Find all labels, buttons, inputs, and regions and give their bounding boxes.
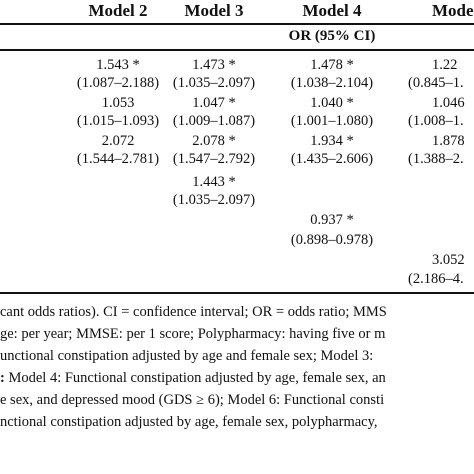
column-header-model-3: Model 3 <box>184 1 244 20</box>
ci-cell: (0.898–0.978) <box>290 232 374 248</box>
column-header-model-2: Model 2 <box>88 1 148 20</box>
ci-cell: (1.009–1.087) <box>172 113 256 129</box>
table-footnote: cant odds ratios). CI = confidence inter… <box>0 304 387 320</box>
table-footnote: e sex, and depressed mood (GDS ≥ 6); Mod… <box>0 392 385 408</box>
footnote-bold-marker: : <box>0 370 5 386</box>
subheader-rule <box>0 49 474 51</box>
or-cell: 1.046 <box>432 95 465 111</box>
ci-cell: (1.008–1. <box>408 113 464 129</box>
ci-cell: (1.087–2.188) <box>76 75 160 91</box>
header-rule <box>0 23 474 25</box>
or-cell: 1.478 * <box>310 57 354 73</box>
or-cell: 2.072 <box>101 133 135 149</box>
ci-cell: (1.547–2.792) <box>172 151 256 167</box>
table-footnote: unctional constipation adjusted by age a… <box>0 348 374 364</box>
ci-cell: (1.544–2.781) <box>76 151 160 167</box>
table-footnote: nctional constipation adjusted by age, f… <box>0 414 378 430</box>
or-cell: 1.543 * <box>96 57 140 73</box>
table-footnote: ge: per year; MMSE: per 1 score; Polypha… <box>0 326 386 342</box>
ci-cell: (0.845–1. <box>408 75 464 91</box>
or-cell: 0.937 * <box>310 212 354 228</box>
footnote-text: Model 4: Functional constipation adjuste… <box>4 370 386 386</box>
column-header-model-4: Model 4 <box>302 1 362 20</box>
or-cell: 2.078 * <box>192 133 236 149</box>
ci-cell: (1.001–1.080) <box>290 113 374 129</box>
ci-cell: (1.435–2.606) <box>290 151 374 167</box>
table-footnote: : Model 4: Functional constipation adjus… <box>0 368 386 388</box>
ci-cell: (1.035–2.097) <box>172 75 256 91</box>
or-ci-subheader: OR (95% CI) <box>288 28 376 44</box>
or-cell: 1.934 * <box>310 133 354 149</box>
or-cell: 1.22 <box>432 57 458 73</box>
column-header-model-5: Mode <box>432 1 474 20</box>
or-cell: 1.047 * <box>192 95 236 111</box>
or-cell: 1.443 * <box>192 174 236 190</box>
or-cell: 3.052 <box>432 252 465 268</box>
or-cell: 1.878 <box>432 133 465 149</box>
ci-cell: (1.035–2.097) <box>172 192 256 208</box>
or-cell: 1.053 <box>101 95 135 111</box>
ci-cell: (1.015–1.093) <box>76 113 160 129</box>
ci-cell: (2.186–4. <box>408 271 464 287</box>
table-bottom-rule <box>0 292 474 294</box>
ci-cell: (1.038–2.104) <box>290 75 374 91</box>
or-cell: 1.473 * <box>192 57 236 73</box>
or-cell: 1.040 * <box>310 95 354 111</box>
ci-cell: (1.388–2. <box>408 151 464 167</box>
